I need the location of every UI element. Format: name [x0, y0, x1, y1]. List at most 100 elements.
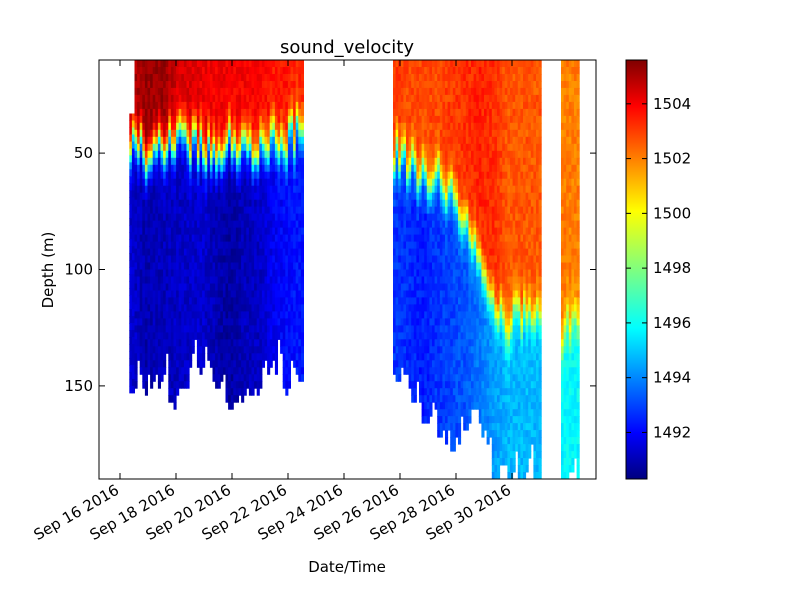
sound-velocity-cell	[235, 94, 239, 103]
sound-velocity-cell	[476, 206, 480, 215]
sound-velocity-cell	[233, 220, 237, 229]
sound-velocity-cell	[150, 283, 154, 291]
sound-velocity-cell	[144, 374, 148, 382]
sound-velocity-cell	[274, 101, 278, 110]
sound-velocity-cell	[277, 60, 281, 68]
sound-velocity-cell	[233, 234, 237, 243]
sound-velocity-cell	[468, 374, 472, 382]
sound-velocity-cell	[269, 346, 273, 354]
sound-velocity-cell	[235, 143, 239, 152]
sound-velocity-cell	[269, 87, 273, 96]
sound-velocity-cell	[424, 74, 428, 82]
sound-velocity-cell	[280, 255, 284, 263]
sound-velocity-cell	[434, 346, 438, 354]
sound-velocity-cell	[228, 87, 232, 96]
sound-velocity-cell	[458, 87, 462, 96]
sound-velocity-cell	[176, 220, 180, 229]
sound-velocity-cell	[468, 122, 472, 131]
sound-velocity-cell	[204, 171, 208, 180]
sound-velocity-cell	[287, 136, 291, 145]
sound-velocity-cell	[165, 318, 169, 326]
sound-velocity-cell	[421, 290, 425, 298]
sound-velocity-cell	[178, 374, 182, 382]
sound-velocity-cell	[463, 332, 467, 340]
sound-velocity-cell	[225, 367, 229, 375]
sound-velocity-cell	[220, 206, 224, 215]
sound-velocity-cell	[215, 94, 219, 103]
sound-velocity-cell	[445, 74, 449, 82]
sound-velocity-cell	[481, 185, 485, 194]
sound-velocity-cell	[426, 136, 430, 145]
sound-velocity-cell	[189, 255, 193, 263]
sound-velocity-cell	[163, 122, 167, 131]
sound-velocity-cell	[285, 129, 289, 138]
sound-velocity-cell	[248, 108, 252, 117]
sound-velocity-cell	[269, 213, 273, 222]
sound-velocity-cell	[468, 318, 472, 326]
sound-velocity-cell	[452, 94, 456, 103]
sound-velocity-cell	[450, 67, 454, 75]
sound-velocity-cell	[458, 283, 462, 291]
sound-velocity-cell	[274, 150, 278, 159]
sound-velocity-cell	[290, 283, 294, 291]
sound-velocity-cell	[411, 318, 415, 326]
sound-velocity-cell	[139, 311, 143, 319]
sound-velocity-cell	[261, 234, 265, 243]
sound-velocity-cell	[186, 150, 190, 159]
sound-velocity-cell	[272, 178, 276, 187]
sound-velocity-cell	[202, 192, 206, 201]
sound-velocity-cell	[173, 297, 177, 305]
sound-velocity-cell	[191, 171, 195, 180]
sound-velocity-cell	[295, 87, 299, 96]
sound-velocity-cell	[437, 409, 441, 417]
sound-velocity-cell	[439, 101, 443, 110]
sound-velocity-cell	[408, 143, 412, 152]
sound-velocity-cell	[155, 108, 159, 117]
sound-velocity-cell	[243, 248, 247, 257]
sound-velocity-cell	[406, 241, 410, 250]
sound-velocity-cell	[437, 325, 441, 333]
sound-velocity-cell	[248, 129, 252, 138]
sound-velocity-cell	[282, 346, 286, 354]
sound-velocity-cell	[408, 269, 412, 277]
sound-velocity-cell	[207, 283, 211, 291]
sound-velocity-cell	[170, 94, 174, 103]
sound-velocity-cell	[406, 164, 410, 173]
sound-velocity-cell	[426, 283, 430, 291]
sound-velocity-cell	[246, 157, 250, 166]
sound-velocity-cell	[217, 122, 221, 131]
sound-velocity-cell	[293, 318, 297, 326]
sound-velocity-cell	[277, 87, 281, 96]
sound-velocity-cell	[259, 185, 263, 194]
sound-velocity-cell	[152, 220, 156, 229]
sound-velocity-cell	[220, 220, 224, 229]
sound-velocity-cell	[228, 60, 232, 68]
sound-velocity-cell	[473, 339, 477, 347]
sound-velocity-cell	[225, 199, 229, 208]
sound-velocity-cell	[196, 81, 200, 89]
sound-velocity-cell	[468, 276, 472, 284]
sound-velocity-cell	[147, 213, 151, 222]
sound-velocity-cell	[468, 213, 472, 222]
sound-velocity-cell	[176, 304, 180, 312]
sound-velocity-cell	[439, 241, 443, 250]
sound-velocity-cell	[147, 108, 151, 117]
sound-velocity-cell	[212, 297, 216, 305]
sound-velocity-cell	[287, 367, 291, 375]
sound-velocity-cell	[186, 325, 190, 333]
sound-velocity-cell	[183, 220, 187, 229]
sound-velocity-cell	[465, 81, 469, 89]
sound-velocity-cell	[160, 255, 164, 263]
sound-velocity-cell	[254, 318, 258, 326]
sound-velocity-cell	[484, 192, 488, 201]
sound-velocity-cell	[489, 388, 493, 396]
sound-velocity-cell	[300, 108, 304, 117]
sound-velocity-cell	[155, 262, 159, 270]
sound-velocity-cell	[131, 323, 135, 331]
sound-velocity-cell	[298, 199, 302, 208]
sound-velocity-cell	[421, 367, 425, 375]
sound-velocity-cell	[295, 94, 299, 103]
sound-velocity-cell	[437, 360, 441, 368]
sound-velocity-cell	[170, 227, 174, 236]
sound-velocity-cell	[393, 346, 397, 354]
